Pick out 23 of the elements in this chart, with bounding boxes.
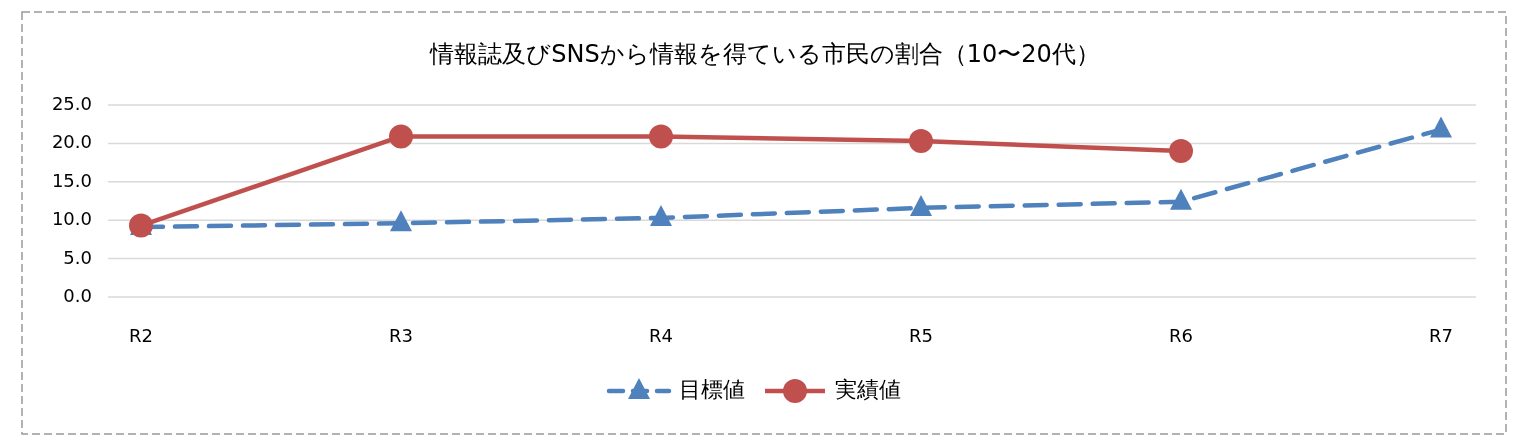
- legend-label: 実績値: [835, 377, 901, 402]
- point: [650, 204, 672, 226]
- y-tick-label: 15.0: [51, 169, 92, 191]
- point: [649, 124, 673, 149]
- legend-label: 目標値: [679, 377, 745, 402]
- x-tick-label: R5: [909, 325, 933, 346]
- x-tick-label: R4: [649, 325, 673, 346]
- title: 情報誌及びSNSから情報を得ている市民の割合（10〜20代）: [430, 40, 1100, 68]
- point: [1169, 139, 1193, 164]
- point: [389, 124, 413, 149]
- x-tick-label: R2: [129, 325, 153, 346]
- point: [390, 210, 412, 232]
- point: [1170, 188, 1192, 210]
- point: [909, 129, 933, 154]
- point: [910, 194, 932, 216]
- y-tick-label: 25.0: [51, 93, 92, 114]
- y-tick-label: 5.0: [63, 246, 92, 268]
- x-tick-label: R7: [1429, 325, 1453, 346]
- x-tick-label: R3: [389, 325, 413, 346]
- y-tick-label: 10.0: [51, 208, 92, 230]
- y-tick-label: 20.0: [51, 131, 92, 153]
- y-tick-label: 0.0: [63, 285, 92, 306]
- x-tick-label: R6: [1169, 325, 1193, 346]
